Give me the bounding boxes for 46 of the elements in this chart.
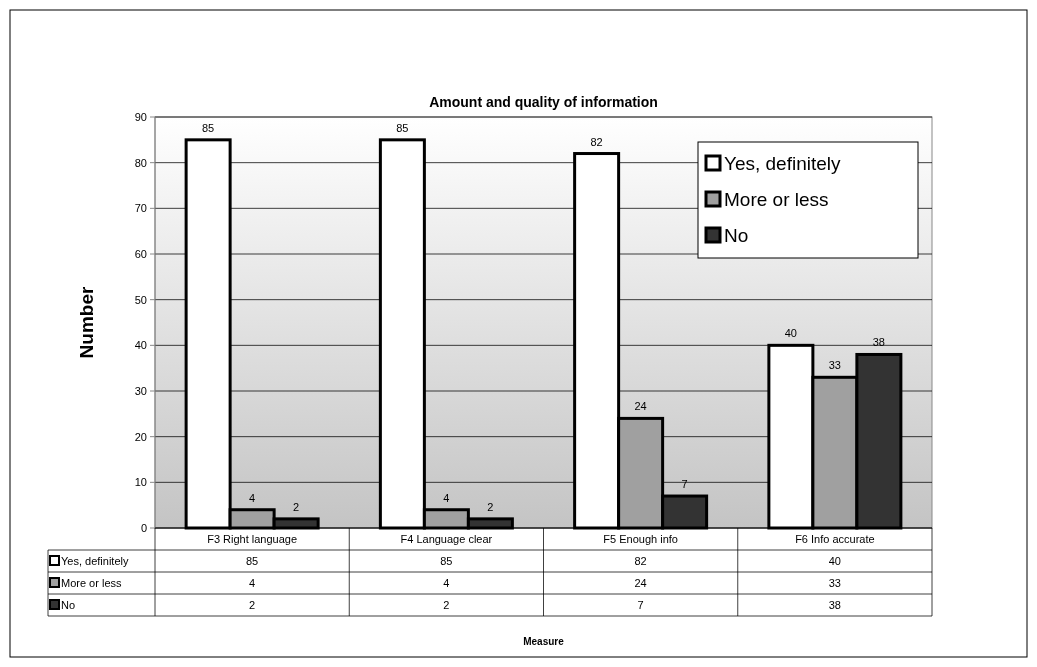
x-tick-label: F4 Language clear — [400, 533, 493, 545]
data-label: 24 — [634, 577, 647, 589]
y-tick-label: 60 — [134, 248, 147, 260]
data-label: 85 — [440, 555, 453, 567]
data-label: 4 — [249, 577, 256, 589]
text: 2 — [293, 500, 300, 513]
text: 85 — [202, 121, 215, 134]
data-label: 40 — [828, 555, 841, 567]
legend-label: More or less — [724, 189, 829, 210]
data-label: 85 — [246, 555, 259, 567]
text: 33 — [828, 359, 841, 372]
text: 40 — [784, 327, 797, 340]
data-label: 2 — [249, 599, 256, 611]
y-tick-label: 10 — [134, 476, 147, 489]
category-label: Yes, definitely — [61, 555, 129, 567]
y-tick-label: 90 — [134, 111, 147, 123]
y-tick-label: 50 — [134, 293, 147, 306]
data-label: 33 — [828, 577, 841, 589]
x-tick-label: F3 Right language — [207, 533, 298, 545]
category-label: More or less — [61, 577, 123, 589]
legend-label: No — [724, 225, 749, 246]
text: 7 — [681, 478, 688, 491]
y-tick-label: 20 — [134, 430, 147, 443]
x-tick-label: F6 Info accurate — [795, 533, 875, 545]
y-tick-label: 0 — [140, 522, 147, 534]
text: 2 — [487, 500, 494, 513]
y-tick-label: 30 — [134, 385, 147, 397]
legend-label: Yes, definitely — [724, 153, 842, 174]
text: 82 — [590, 135, 603, 148]
text: 85 — [396, 121, 409, 134]
text: Measure — [523, 636, 565, 647]
chart-title: Amount and quality of information — [429, 94, 658, 110]
y-tick-label: 40 — [134, 339, 147, 352]
x-tick-label: F5 Enough info — [603, 533, 678, 545]
data-label: 7 — [637, 599, 644, 611]
text: 4 — [249, 491, 256, 504]
y-tick-label: 70 — [134, 202, 147, 215]
data-label: 4 — [443, 577, 450, 589]
text: 4 — [443, 491, 450, 504]
data-label: 82 — [634, 555, 647, 567]
y-axis-title: Number — [76, 286, 97, 359]
y-tick-label: 80 — [134, 156, 147, 169]
data-label: 2 — [443, 599, 450, 611]
text: 24 — [634, 400, 647, 413]
data-label: 38 — [828, 599, 841, 611]
category-label: No — [61, 599, 76, 611]
